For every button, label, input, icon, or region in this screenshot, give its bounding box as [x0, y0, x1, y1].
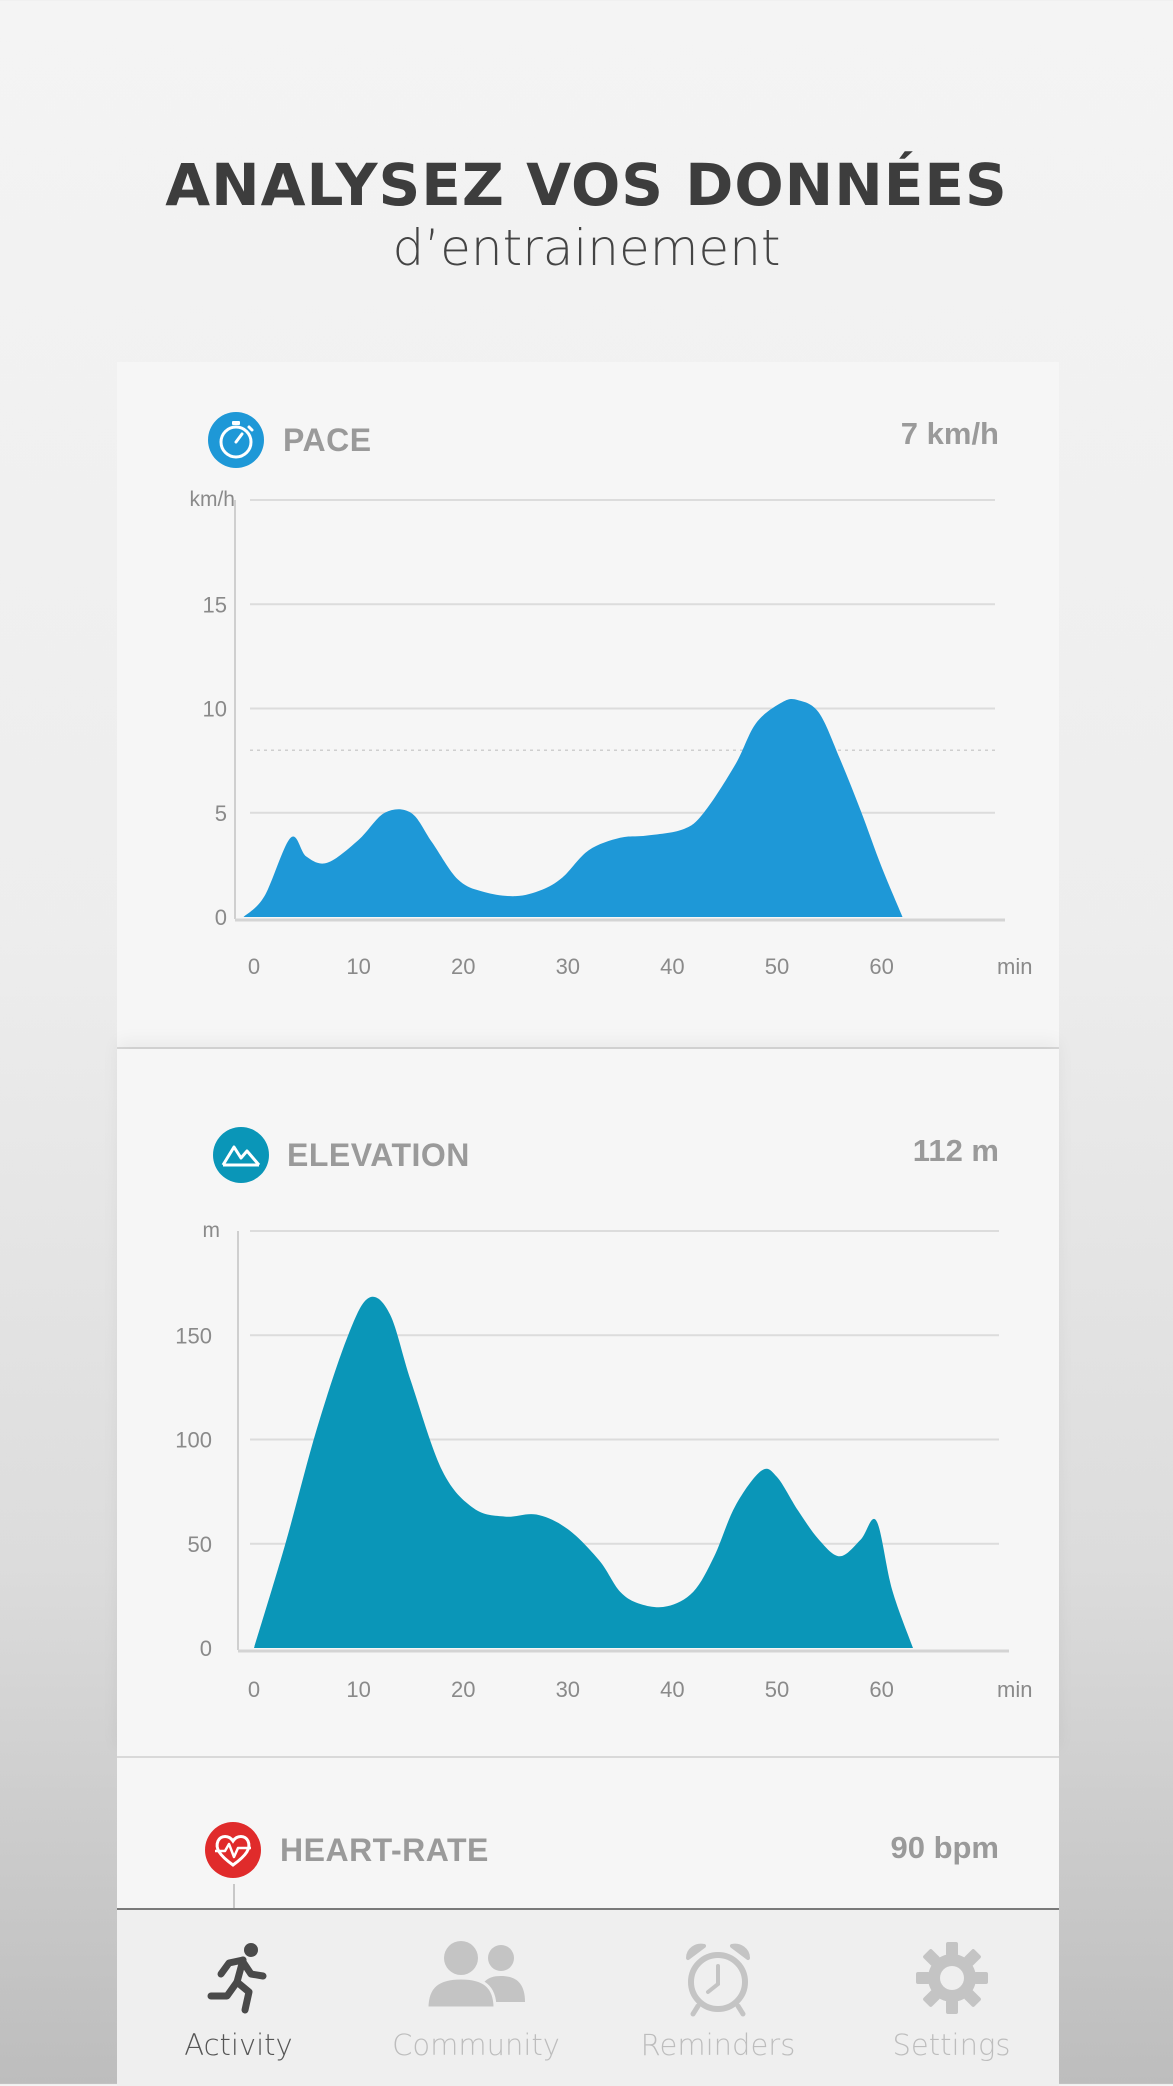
heart-icon [205, 1822, 261, 1878]
running-icon [199, 1938, 279, 2023]
x-tick-label: 10 [346, 954, 370, 979]
card-divider [117, 1047, 1059, 1049]
y-axis-unit: m [203, 1219, 221, 1242]
x-tick-label: 20 [451, 954, 475, 979]
tab-settings-label: Settings [892, 2028, 1011, 2062]
x-tick-label: 50 [765, 1677, 789, 1702]
x-tick-label: 40 [660, 954, 684, 979]
pace-value: 7 km/h [900, 416, 999, 451]
pace-card[interactable]: PACE 7 km/h 0 5 10 15 km/h 0 10 20 30 40 50 60 min [117, 362, 1059, 1047]
x-tick-label: 30 [556, 954, 580, 979]
data-area [254, 1296, 913, 1648]
x-axis-unit: min [997, 954, 1032, 979]
y-axis-unit: km/h [189, 488, 235, 511]
y-tick-label: 10 [203, 697, 227, 722]
alarm-clock-icon [678, 1938, 758, 2023]
people-icon [421, 1936, 531, 2021]
y-tick-label: 50 [188, 1532, 212, 1557]
y-tick-label: 15 [203, 592, 227, 617]
mountain-icon [213, 1127, 269, 1183]
y-tick-label: 0 [200, 1636, 212, 1661]
headline-subtitle: d’entrainement [392, 219, 781, 277]
x-tick-label: 50 [765, 954, 789, 979]
x-tick-label: 20 [451, 1677, 475, 1702]
tab-activity[interactable]: Activity [117, 1910, 360, 2086]
x-axis-unit: min [997, 1677, 1032, 1702]
heart-rate-card[interactable]: HEART-RATE 90 bpm [117, 1758, 1059, 1908]
stopwatch-icon [208, 412, 264, 468]
heart-rate-label: HEART-RATE [280, 1832, 489, 1868]
x-tick-label: 0 [248, 954, 260, 979]
card-divider [117, 1756, 1059, 1758]
gear-icon [912, 1938, 992, 2023]
tab-settings[interactable]: Settings [844, 1910, 1059, 2086]
pace-chart: 0 5 10 15 km/h 0 10 20 30 40 50 60 min [189, 488, 1032, 979]
data-area [243, 699, 903, 917]
y-tick-label: 150 [175, 1323, 212, 1348]
elevation-chart: 0 50 100 150 m 0 10 20 30 40 50 60 min [175, 1219, 1032, 1702]
x-tick-label: 30 [556, 1677, 580, 1702]
headline-title: ANALYSEZ VOS DONNÉES [165, 151, 1008, 219]
y-tick-label: 100 [175, 1428, 212, 1453]
x-tick-label: 10 [346, 1677, 370, 1702]
elevation-card[interactable]: ELEVATION 112 m 0 50 100 150 m 0 10 20 30 40 50 60 m… [117, 1049, 1059, 1756]
y-tick-label: 5 [215, 801, 227, 826]
elevation-label: ELEVATION [287, 1137, 470, 1173]
tab-community-label: Community [392, 2028, 560, 2062]
tab-bar: Activity Community Reminders [117, 1908, 1059, 2086]
tab-reminders[interactable]: Reminders [592, 1910, 844, 2086]
heart-rate-value: 90 bpm [890, 1830, 999, 1865]
x-tick-label: 60 [869, 954, 893, 979]
tab-reminders-label: Reminders [640, 2028, 796, 2062]
pace-label: PACE [283, 422, 372, 458]
heart-rate-axis-stub [233, 1884, 235, 1908]
tab-community[interactable]: Community [360, 1910, 592, 2086]
headline: ANALYSEZ VOS DONNÉES d’entrainement [0, 150, 1173, 276]
x-tick-label: 0 [248, 1677, 260, 1702]
x-tick-label: 60 [869, 1677, 893, 1702]
tab-activity-label: Activity [184, 2028, 293, 2062]
x-tick-label: 40 [660, 1677, 684, 1702]
elevation-value: 112 m [912, 1133, 999, 1168]
y-tick-label: 0 [215, 905, 227, 930]
